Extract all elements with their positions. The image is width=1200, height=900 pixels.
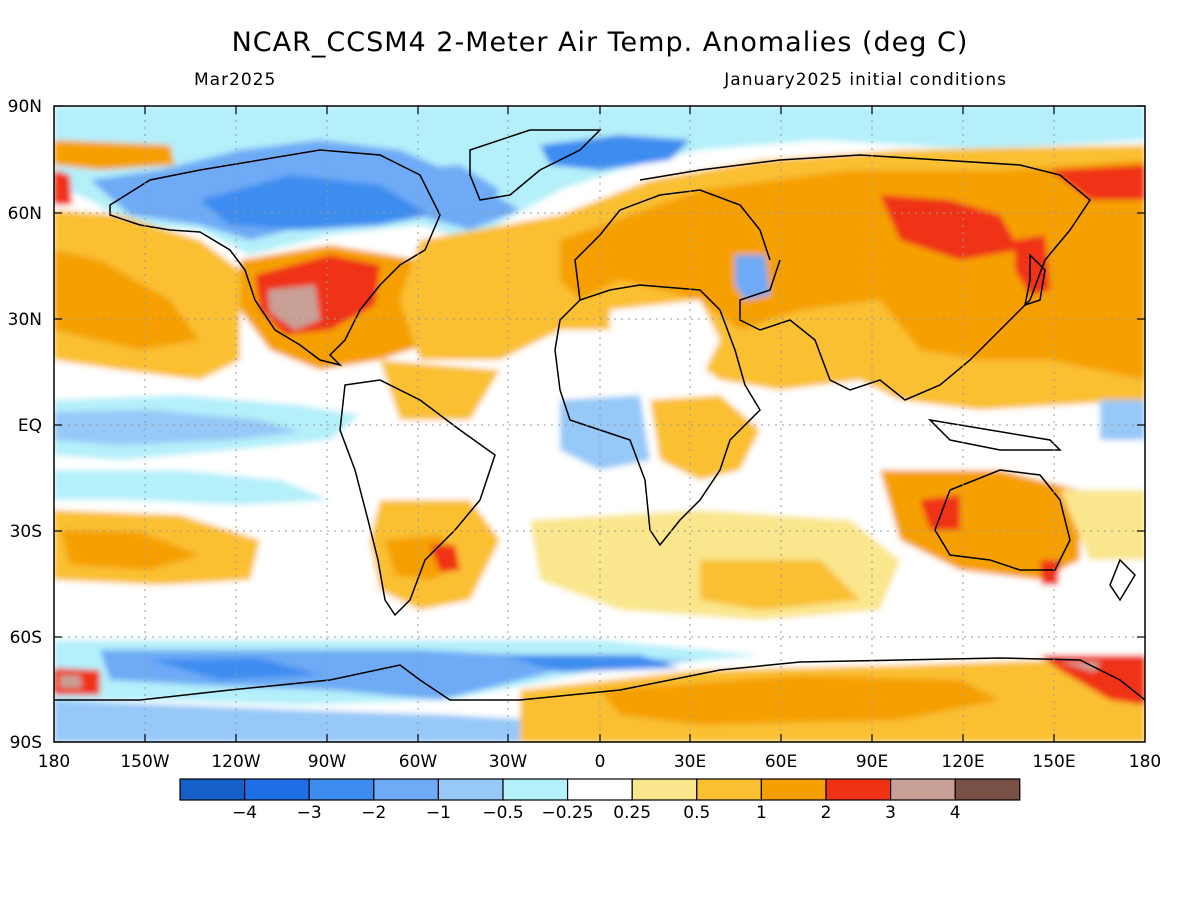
lon-label: 30W (489, 752, 528, 772)
lon-label: 90E (856, 752, 888, 772)
lon-label: 180 (1129, 752, 1161, 772)
colorbar-box (437, 778, 504, 801)
lat-label: 30N (8, 310, 42, 330)
forecast-month: Mar2025 (194, 70, 277, 90)
lon-label: 30E (674, 752, 706, 772)
lon-label: 0 (595, 752, 606, 772)
lat-label: EQ (18, 416, 42, 436)
colorbar-label: 0.5 (683, 803, 710, 823)
colorbar-box (696, 778, 762, 801)
map-title: NCAR_CCSM4 2-Meter Air Temp. Anomalies (… (231, 27, 969, 58)
coastlines (54, 129, 1145, 701)
colorbar-label: −0.25 (542, 803, 594, 823)
lat-label: 30S (10, 522, 42, 542)
lon-label: 150W (120, 752, 169, 772)
lat-label: 90N (8, 97, 42, 117)
lon-label: 180 (38, 752, 70, 772)
colorbar-box (566, 778, 633, 801)
colorbar-box (889, 778, 956, 801)
lon-label: 90W (308, 752, 347, 772)
colorbar-label: −4 (232, 803, 257, 823)
lon-label: 120E (941, 752, 984, 772)
colorbar-label: 1 (756, 803, 767, 823)
colorbar-label: −0.5 (482, 803, 523, 823)
initial-conditions-label: January2025 initial conditions (724, 70, 1007, 90)
colorbar-label: 0.25 (613, 803, 651, 823)
colorbar-label: −3 (297, 803, 322, 823)
colorbar-box (502, 778, 569, 801)
latitude-labels: 90N 60N 30N EQ 30S 60S 90S (8, 97, 42, 753)
colorbar-box (373, 778, 439, 801)
colorbar-box (825, 778, 892, 801)
lon-label: 60E (765, 752, 797, 772)
lat-label: 90S (10, 733, 42, 753)
colorbar-box (179, 778, 246, 801)
lon-label: 150E (1032, 752, 1075, 772)
colorbar-box (244, 778, 310, 801)
axis-ticks (54, 105, 1145, 743)
colorbar (179, 778, 1021, 801)
colorbar-label: −1 (426, 803, 451, 823)
colorbar-labels: −4 −3 −2 −1 −0.5 −0.25 0.25 0.5 1 2 3 4 (232, 803, 961, 823)
colorbar-box (954, 778, 1021, 801)
lon-label: 120W (211, 752, 260, 772)
lat-label: 60N (8, 204, 42, 224)
lon-label: 60W (399, 752, 438, 772)
gridlines (54, 106, 1145, 742)
colorbar-box (308, 778, 375, 801)
colorbar-label: 3 (885, 803, 896, 823)
longitude-labels: 180 150W 120W 90W 60W 30W 0 30E 60E 90E … (38, 752, 1161, 772)
lat-label: 60S (10, 628, 42, 648)
colorbar-label: 2 (821, 803, 832, 823)
colorbar-box (631, 778, 698, 801)
colorbar-box (760, 778, 827, 801)
colorbar-label: 4 (950, 803, 961, 823)
colorbar-label: −2 (361, 803, 386, 823)
